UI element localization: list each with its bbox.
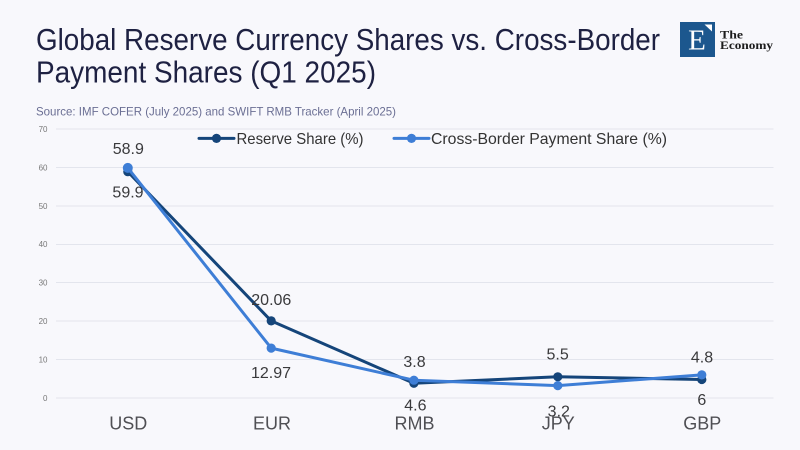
svg-text:GBP: GBP [683, 414, 721, 434]
svg-text:20.06: 20.06 [251, 292, 291, 309]
svg-text:USD: USD [109, 414, 147, 434]
svg-text:3.8: 3.8 [403, 354, 425, 371]
svg-text:Source: IMF COFER (July 2025): Source: IMF COFER (July 2025) and SWIFT … [36, 105, 396, 119]
svg-text:E: E [688, 25, 706, 57]
svg-text:4.8: 4.8 [691, 350, 713, 367]
svg-text:12.97: 12.97 [251, 365, 291, 382]
svg-text:20: 20 [39, 317, 48, 326]
svg-text:3.2: 3.2 [548, 403, 570, 420]
svg-text:60: 60 [39, 163, 48, 172]
svg-text:0: 0 [43, 394, 48, 403]
svg-text:Reserve Share (%): Reserve Share (%) [237, 131, 364, 148]
svg-text:Economy: Economy [720, 38, 773, 52]
svg-text:59.9: 59.9 [112, 185, 143, 202]
svg-text:JPY: JPY [542, 414, 575, 434]
svg-text:58.9: 58.9 [113, 141, 144, 158]
svg-text:Global Reserve Currency Shares: Global Reserve Currency Shares vs. Cross… [36, 22, 660, 57]
svg-text:6: 6 [697, 392, 706, 409]
svg-text:Cross-Border Payment Share (%): Cross-Border Payment Share (%) [431, 131, 667, 148]
svg-text:30: 30 [39, 279, 48, 288]
svg-text:70: 70 [39, 125, 48, 134]
svg-text:40: 40 [39, 240, 48, 249]
svg-text:10: 10 [39, 355, 48, 364]
svg-text:50: 50 [39, 202, 48, 211]
svg-text:5.5: 5.5 [546, 346, 568, 363]
svg-text:4.6: 4.6 [404, 398, 426, 415]
svg-text:Payment Shares (Q1 2025): Payment Shares (Q1 2025) [36, 55, 376, 90]
svg-text:RMB: RMB [395, 414, 435, 434]
svg-text:EUR: EUR [253, 414, 291, 434]
svg-text:The: The [720, 28, 744, 42]
